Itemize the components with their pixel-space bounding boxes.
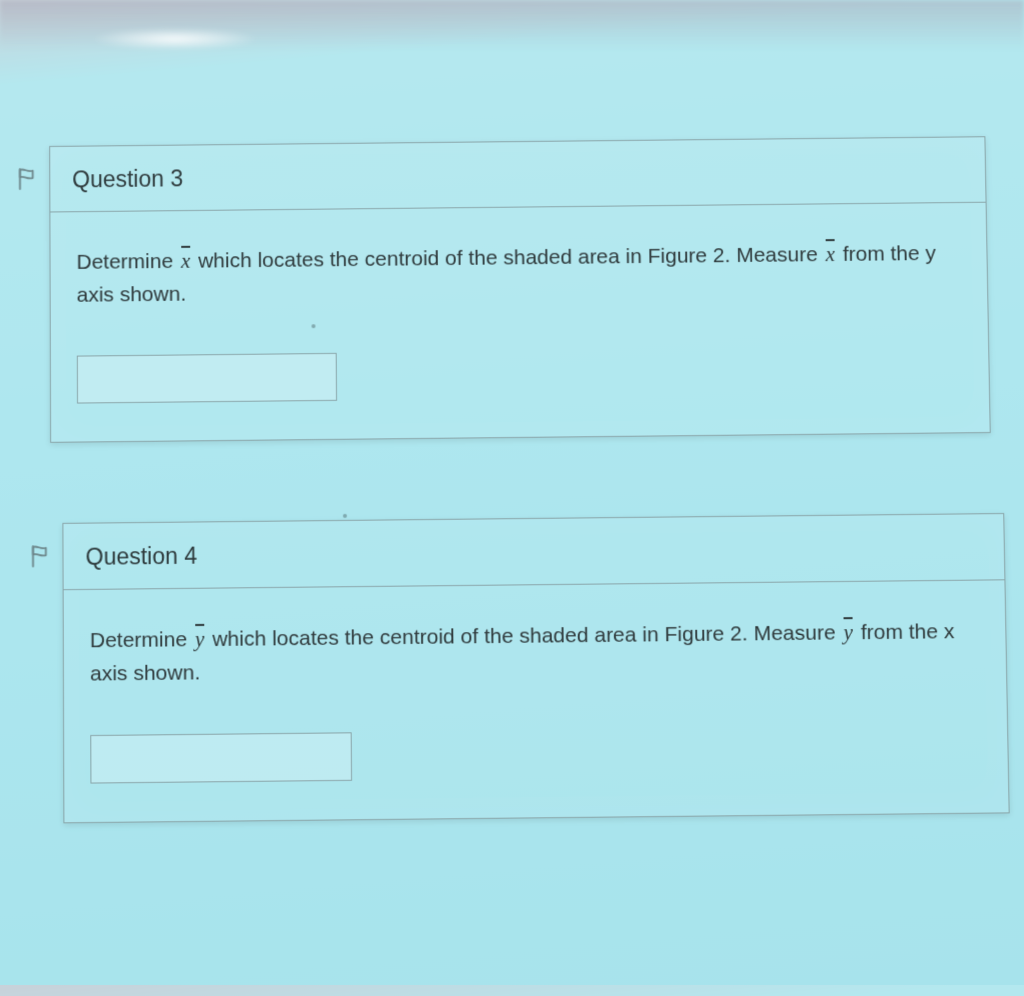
flag-icon[interactable]	[15, 166, 37, 192]
question-title: Question 3	[50, 137, 985, 212]
flag-icon[interactable]	[28, 543, 50, 569]
answer-input-q4[interactable]	[90, 732, 352, 783]
prompt-mid: which locates the centroid of the shaded…	[212, 621, 841, 651]
quiz-page: Question 3 Determine x which locates the…	[0, 0, 1024, 996]
answer-input-q3[interactable]	[77, 353, 337, 404]
centroid-y-bar-symbol: y	[193, 623, 207, 656]
speck	[343, 514, 347, 518]
centroid-x-bar-symbol: x	[823, 238, 837, 271]
question-prompt: Determine y which locates the centroid o…	[90, 615, 980, 691]
prompt-prefix: Determine	[90, 628, 193, 652]
prompt-mid: which locates the centroid of the shaded…	[198, 243, 824, 272]
question-block-3: Question 3 Determine x which locates the…	[49, 136, 991, 443]
question-body: Determine y which locates the centroid o…	[64, 580, 1009, 822]
prompt-prefix: Determine	[76, 250, 179, 274]
question-body: Determine x which locates the centroid o…	[50, 203, 989, 442]
centroid-x-bar-symbol: x	[179, 245, 192, 278]
centroid-y-bar-symbol: y	[841, 616, 855, 649]
question-title: Question 4	[63, 514, 1004, 590]
question-prompt: Determine x which locates the centroid o…	[76, 237, 961, 312]
question-card: Question 4 Determine y which locates the…	[62, 513, 1009, 823]
question-block-4: Question 4 Determine y which locates the…	[62, 513, 1009, 823]
speck	[311, 324, 315, 328]
question-card: Question 3 Determine x which locates the…	[49, 136, 991, 443]
